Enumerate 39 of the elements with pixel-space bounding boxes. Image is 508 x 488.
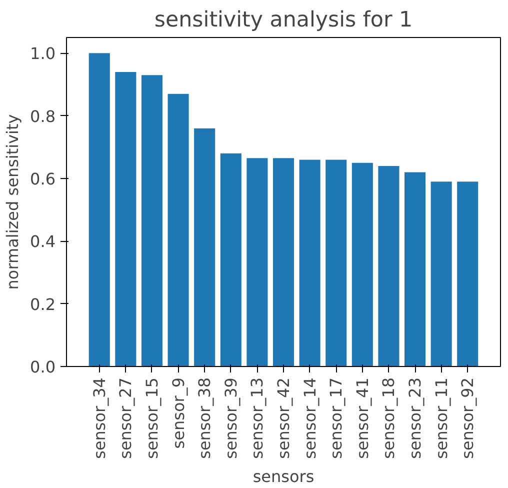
y-tick-label: 0.8 <box>30 106 56 126</box>
x-axis-title: sensors <box>252 466 314 486</box>
x-tick-label: sensor_27 <box>116 377 136 459</box>
y-tick-label: 0.4 <box>30 232 56 252</box>
x-tick-label: sensor_15 <box>142 377 162 459</box>
x-tick-label: sensor_18 <box>379 377 398 459</box>
bar <box>299 160 320 366</box>
bar <box>326 160 347 366</box>
x-tick-label: sensor_23 <box>406 377 425 459</box>
y-tick-label: 0.0 <box>30 358 56 376</box>
bar <box>194 128 216 366</box>
bar <box>457 182 478 366</box>
x-tick-label: sensor_9 <box>168 378 188 449</box>
bar <box>352 162 373 366</box>
bar <box>220 153 242 366</box>
x-tick-label: sensor_17 <box>326 377 346 459</box>
x-tick-label: sensor_11 <box>432 377 451 459</box>
chart-title: sensitivity analysis for 1 <box>154 8 413 32</box>
bar <box>141 75 163 366</box>
x-tick-label: sensor_14 <box>300 377 320 459</box>
bar <box>378 166 400 366</box>
y-tick-label: 0.2 <box>30 294 56 314</box>
x-tick-label: sensor_41 <box>352 377 372 459</box>
bar <box>115 72 136 366</box>
x-tick-label: sensor_34 <box>90 377 109 459</box>
y-tick-label: 1.0 <box>30 44 56 64</box>
bar <box>246 158 268 366</box>
bar <box>404 172 426 366</box>
x-tick-label: sensor_39 <box>221 377 240 459</box>
y-axis-title: normalized sensitivity <box>3 114 22 290</box>
x-tick-label: sensor_13 <box>248 377 267 459</box>
bar <box>88 53 110 366</box>
bar <box>430 182 452 366</box>
bar <box>168 94 189 366</box>
bar <box>272 158 294 366</box>
x-tick-label: sensor_42 <box>274 377 293 459</box>
y-tick-label: 0.6 <box>30 170 56 188</box>
x-tick-label: sensor_38 <box>195 377 214 459</box>
x-tick-label: sensor_92 <box>458 377 478 459</box>
